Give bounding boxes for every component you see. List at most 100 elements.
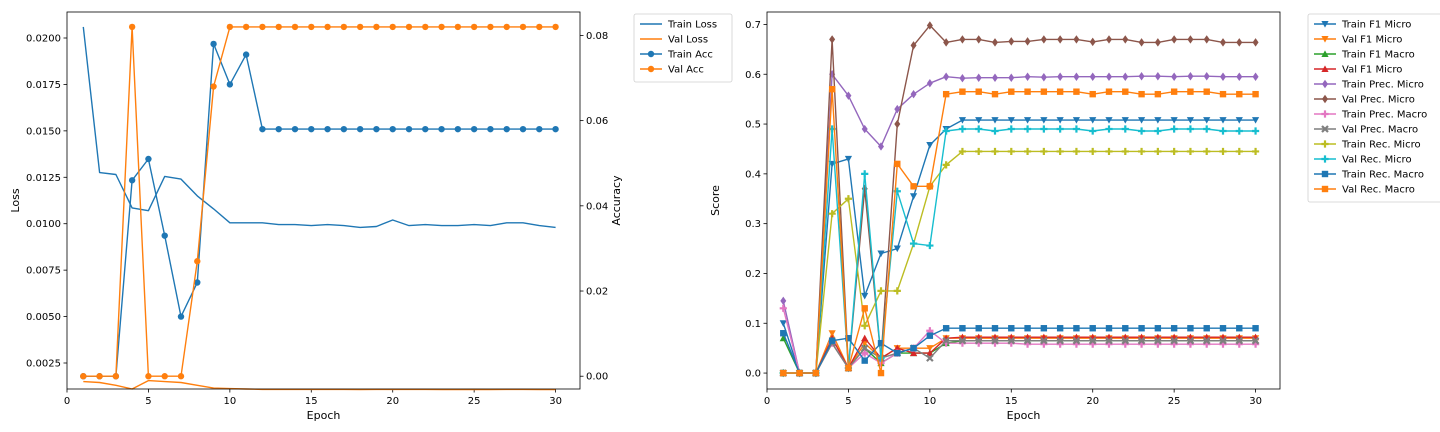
data-point [1138,90,1145,98]
data-point [943,72,950,81]
data-point [1121,147,1129,156]
data-point [1235,147,1243,156]
data-point [1171,72,1178,81]
legend-label: Val F1 Micro [1342,35,1402,46]
y-tick-label: 0.0150 [26,126,61,137]
x-tick-label: 30 [1249,396,1262,407]
legend-label: Val F1 Micro [1342,65,1402,76]
data-point [1008,88,1015,95]
data-point [1040,35,1047,44]
y-right-axis-label: Accuracy [610,175,623,226]
series-val-acc [80,23,559,380]
data-point [1203,325,1210,332]
legend-label: Train F1 Macro [1341,50,1415,61]
data-point [291,23,299,31]
legend-label: Val Rec. Micro [1342,155,1412,166]
data-point [1138,72,1145,81]
data-point [340,23,348,31]
data-point [909,193,918,200]
series-train-rec-macro [780,325,1259,377]
data-point [1105,325,1113,332]
legend-label: Train Loss [667,20,717,31]
data-point [1251,127,1260,135]
data-point [1235,336,1244,345]
data-point [1023,147,1032,156]
legend-marker [1321,65,1329,72]
data-point [780,296,787,306]
data-point [259,23,266,31]
y-tick-label: 0.5 [745,120,761,131]
plot-frame [766,11,1281,390]
data-point [1137,147,1146,156]
data-point [405,23,413,31]
legend-marker [647,65,655,73]
data-point [1105,88,1113,95]
data-point [959,88,966,95]
legend-label: Train Rec. Micro [1341,140,1421,151]
data-point [1023,117,1032,124]
data-point [878,142,884,151]
data-point [1106,35,1112,44]
y-tick-label: 0.2 [745,269,761,280]
data-point [275,23,282,31]
data-point [909,239,918,248]
data-point [291,125,299,133]
data-point [1007,125,1015,133]
data-point [1236,38,1243,47]
data-point [1251,336,1260,345]
data-point [844,195,853,203]
y-tick-label: 0.6 [745,70,761,81]
data-point [861,124,868,134]
data-point [991,325,999,332]
x-tick-label: 15 [305,396,318,407]
data-point [991,147,999,156]
legend-marker [1321,155,1329,163]
data-point [389,23,396,31]
data-point [1121,125,1129,133]
data-point [1154,127,1162,135]
data-point [877,354,885,362]
data-point [877,250,885,258]
data-point [991,90,999,98]
legend-marker [1321,125,1329,133]
data-point [1187,72,1194,81]
data-point [1219,127,1227,135]
data-point [438,125,445,133]
data-point [1170,336,1178,345]
series-train-f1-micro [779,117,1260,377]
data-point [454,125,462,133]
data-point [926,141,934,149]
data-point [1089,72,1096,81]
data-point [1089,127,1097,135]
data-point [861,349,869,357]
y-tick-label: 0.0125 [26,173,61,184]
data-point [1122,35,1129,44]
data-point [96,373,103,380]
data-point [1235,117,1243,124]
data-point [1056,125,1064,133]
data-point [145,155,152,163]
series-line [783,340,1256,374]
data-point [308,23,315,31]
data-point [828,210,836,218]
data-point [552,23,559,31]
data-point [1056,117,1064,124]
data-point [1040,117,1048,124]
data-point [470,23,478,31]
data-point [926,183,934,190]
data-point [1186,336,1195,345]
data-point [975,147,983,156]
data-point [340,125,348,133]
data-point [1171,35,1178,44]
data-point [1057,35,1064,44]
data-point [1024,37,1031,46]
data-point [893,287,901,295]
data-point [958,125,967,133]
data-point [536,125,543,133]
series-train-acc [80,40,559,380]
x-tick-label: 10 [923,396,936,407]
chart-2: 0 5 10 15 20 25 30 0.0 0.1 0.2 0.3 0.4 0.5 0.6 0.7 Epoc… [709,11,1440,422]
data-point [1137,336,1146,345]
data-point [861,357,868,364]
data-point [910,183,917,190]
